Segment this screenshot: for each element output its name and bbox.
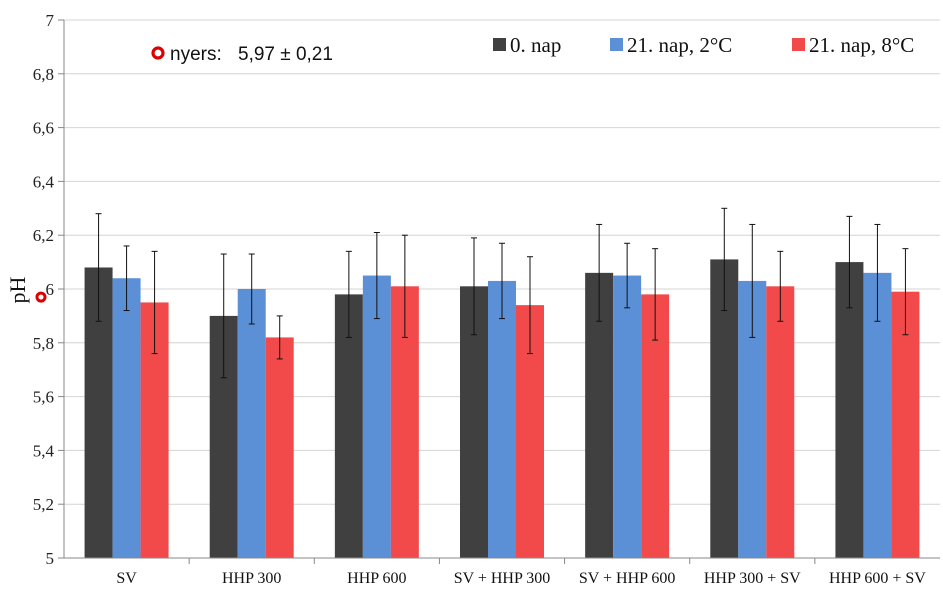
bar	[891, 291, 920, 558]
raw-value: 5,97 ± 0,21	[238, 44, 333, 65]
y-tick-label: 7	[46, 11, 55, 30]
raw-marker-icon	[151, 46, 165, 60]
legend-swatch-0-nap	[493, 38, 506, 51]
legend-label-0-nap: 0. nap	[510, 33, 561, 57]
bar	[237, 289, 266, 558]
y-tick-label: 5,6	[33, 388, 54, 407]
x-category-label: HHP 600 + SV	[829, 570, 926, 587]
legend-swatch-21-nap-8c	[792, 38, 805, 51]
bar	[766, 286, 795, 558]
bar	[265, 337, 294, 558]
legend-label-21-nap-8c: 21. nap, 8°C	[809, 33, 914, 57]
bar	[112, 278, 141, 558]
y-tick-label: 6,4	[33, 172, 55, 191]
y-axis-title: pH	[5, 276, 30, 303]
bar	[835, 262, 864, 558]
legend-label-21-nap-2c: 21. nap, 2°C	[627, 33, 732, 57]
x-category-label: SV	[116, 570, 137, 587]
y-tick-label: 6	[46, 280, 55, 299]
x-category-label: HHP 600	[347, 570, 406, 587]
legend-swatch-21-nap-2c	[610, 38, 623, 51]
bar	[334, 294, 363, 558]
bar	[362, 275, 391, 558]
axes: 5 5,2 5,4 5,6 5,8 6 6,2 6,4 6,6 6,8 7 SV HHP 300 HHP …	[33, 11, 940, 587]
y-tick-label: 6,6	[33, 119, 54, 138]
y-tick-label: 5	[46, 549, 55, 568]
x-category-label: SV + HHP 600	[579, 570, 676, 587]
y-tick-label: 5,4	[33, 441, 55, 460]
error-bars	[95, 207, 909, 379]
x-category-label: SV + HHP 300	[454, 570, 551, 587]
y-tick-label: 6,2	[33, 226, 54, 245]
bar	[613, 275, 642, 558]
x-category-label: HHP 300 + SV	[704, 570, 801, 587]
raw-value-axis-marker-icon	[35, 291, 47, 303]
y-tick-label: 5,2	[33, 495, 54, 514]
y-tick-label: 5,8	[33, 334, 54, 353]
legend: 0. nap 21. nap, 2°C 21. nap, 8°C	[493, 33, 914, 57]
y-tick-label: 6,8	[33, 65, 54, 84]
raw-label: nyers:	[170, 44, 222, 65]
x-category-label: HHP 300	[222, 570, 281, 587]
raw-annotation: nyers: 5,97 ± 0,21	[151, 44, 333, 65]
bar	[488, 280, 516, 558]
